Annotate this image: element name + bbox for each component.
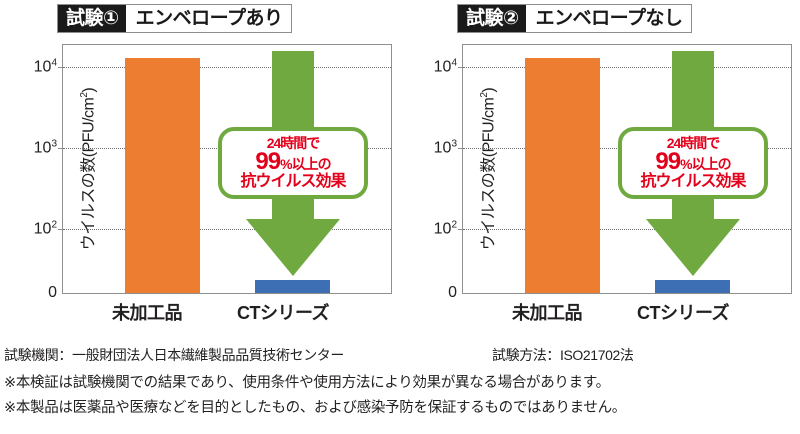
y-tick-label-0: 0 <box>48 284 57 301</box>
callout-percent-suffix: %以上の <box>680 155 731 172</box>
gridline-10e2 <box>63 229 391 230</box>
y-tick-label-0: 0 <box>448 284 457 301</box>
bar-untreated <box>125 58 200 293</box>
panel-title-badge-1: 試験① エンベロープあり <box>57 4 293 33</box>
badge-title-label: エンベロープあり <box>135 8 283 29</box>
chart-plot-area-1: ウイルスの数(PFU/cm2) 104 103 102 0 24時間で 9 <box>34 44 392 301</box>
y-tick-label-10e2: 102 <box>33 219 57 238</box>
panel-title-badge-2: 試験② エンベロープなし <box>457 4 693 33</box>
callout-percent-suffix: %以上の <box>280 155 331 172</box>
gridline-10e4 <box>63 67 391 68</box>
y-tick-label-10e3: 103 <box>433 138 457 157</box>
footer-row-credits: 試験機関：一般財団法人日本繊維製品品質技術センター 試験方法：ISO21702法 <box>0 340 800 364</box>
y-axis-title-2: ウイルスの数(PFU/cm2) <box>478 87 498 251</box>
test-method-text: 試験方法：ISO21702法 <box>492 347 634 363</box>
x-axis-label-untreated-2: 未加工品 <box>512 303 583 323</box>
callout-box-1: 24時間で 99 %以上の 抗ウイルス効果 <box>218 127 368 199</box>
gridline-10e2 <box>463 229 791 230</box>
callout-line-1: 24時間で <box>666 134 721 151</box>
y-tick-label-10e3: 103 <box>33 138 57 157</box>
y-tick-mark-10e4 <box>458 67 463 68</box>
y-tick-mark-10e4 <box>58 67 63 68</box>
x-axis-label-ct-series-1: CTシリーズ <box>236 303 330 323</box>
y-tick-mark-10e3 <box>58 148 63 149</box>
footer-notes: 試験機関：一般財団法人日本繊維製品品質技術センター 試験方法：ISO21702法… <box>0 340 800 416</box>
callout-percent-value: 99 <box>655 147 681 175</box>
x-axis-label-untreated-1: 未加工品 <box>112 303 183 323</box>
chart-panel-2: 試験② エンベロープなし ウイルスの数(PFU/cm2) 104 103 102… <box>400 0 800 340</box>
test-institution-text: 試験機関：一般財団法人日本繊維製品品質技術センター <box>4 347 344 363</box>
callout-line-2: 99 %以上の <box>255 147 331 175</box>
bar-ct-series <box>655 280 730 293</box>
callout-line-2: 99 %以上の <box>655 147 731 175</box>
x-axis-label-ct-series-2: CTシリーズ <box>636 303 730 323</box>
callout-line-3: 抗ウイルス効果 <box>640 172 746 190</box>
badge-title-label: エンベロープなし <box>535 8 683 29</box>
y-tick-label-10e2: 102 <box>433 219 457 238</box>
callout-percent-value: 99 <box>255 147 281 175</box>
badge-tag-label: 試験① <box>58 5 126 32</box>
callout-line-3: 抗ウイルス効果 <box>240 172 346 190</box>
chart-plot-area-2: ウイルスの数(PFU/cm2) 104 103 102 0 24時間で 9 <box>434 44 792 301</box>
gridline-10e4 <box>463 67 791 68</box>
disclaimer-line-2: ※本製品は医薬品や医療などを目的としたもの、および感染予防を保証するものではあり… <box>4 400 627 416</box>
callout-box-2: 24時間で 99 %以上の 抗ウイルス効果 <box>618 127 768 199</box>
y-tick-mark-10e2 <box>458 229 463 230</box>
y-axis-title-1: ウイルスの数(PFU/cm2) <box>78 87 98 251</box>
chart-panel-1: 試験① エンベロープあり ウイルスの数(PFU/cm2) 104 103 102… <box>0 0 400 340</box>
bar-untreated <box>525 58 600 293</box>
y-tick-label-10e4: 104 <box>33 57 57 76</box>
y-tick-mark-10e3 <box>458 148 463 149</box>
disclaimer-line-1: ※本検証は試験機関での結果であり、使用条件や使用方法により効果が異なる場合があり… <box>4 375 610 391</box>
callout-line-1: 24時間で <box>266 134 321 151</box>
y-tick-label-10e4: 104 <box>433 57 457 76</box>
bar-ct-series <box>255 280 330 293</box>
y-tick-mark-10e2 <box>58 229 63 230</box>
badge-tag-label: 試験② <box>458 5 526 32</box>
